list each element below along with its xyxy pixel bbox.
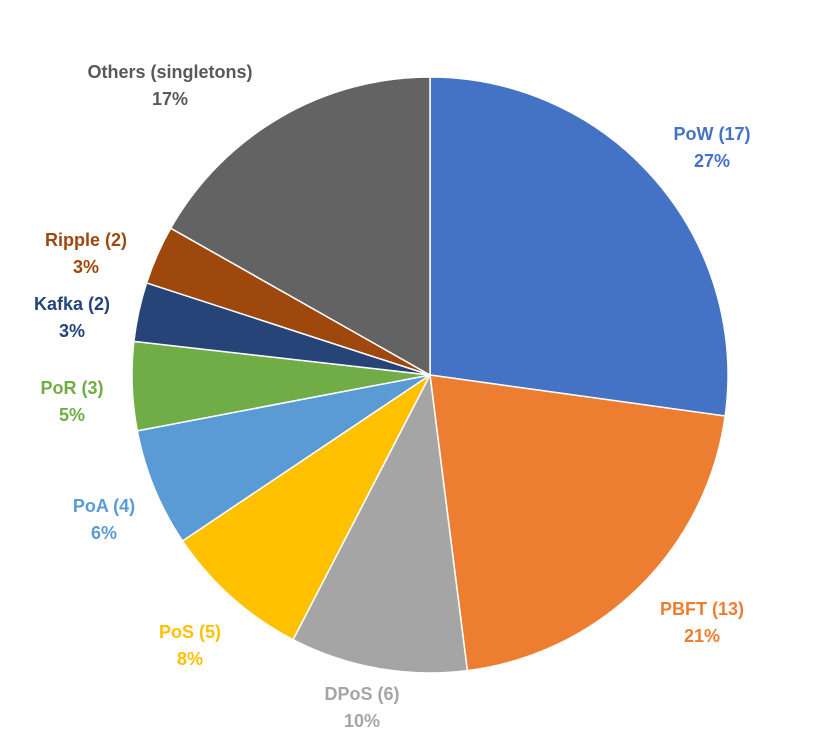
slice-percent-7: 3% xyxy=(59,321,85,341)
pie-slice-5 xyxy=(136,374,431,542)
slice-percent-9: 17% xyxy=(152,89,188,109)
pie-slice-4 xyxy=(181,374,431,641)
slice-percent-5: 6% xyxy=(91,523,117,543)
slice-label-9: Others (singletons) xyxy=(87,62,252,82)
slice-label-1: PoW (17) xyxy=(673,124,750,144)
pie-slices xyxy=(131,76,729,674)
pie-slice-9 xyxy=(169,76,431,377)
slice-label-4: PoS (5) xyxy=(159,622,221,642)
slice-percent-3: 10% xyxy=(344,711,380,731)
pie-slice-3 xyxy=(292,372,469,674)
pie-labels: PoW (17) 27% PBFT (13) 21% DPoS (6) 10% PoS (5… xyxy=(34,62,751,731)
slice-percent-8: 3% xyxy=(73,257,99,277)
slice-percent-6: 5% xyxy=(59,405,85,425)
slice-label-2: PBFT (13) xyxy=(660,599,744,619)
pie-slice-2 xyxy=(429,374,727,672)
slice-percent-1: 27% xyxy=(694,151,730,171)
slice-label-6: PoR (3) xyxy=(41,378,104,398)
slice-label-3: DPoS (6) xyxy=(324,684,399,704)
slice-label-7: Kafka (2) xyxy=(34,294,110,314)
pie-slice-1 xyxy=(429,76,729,417)
slice-label-5: PoA (4) xyxy=(73,496,135,516)
slice-label-8: Ripple (2) xyxy=(45,230,127,250)
slice-percent-4: 8% xyxy=(177,649,203,669)
slice-percent-2: 21% xyxy=(684,626,720,646)
